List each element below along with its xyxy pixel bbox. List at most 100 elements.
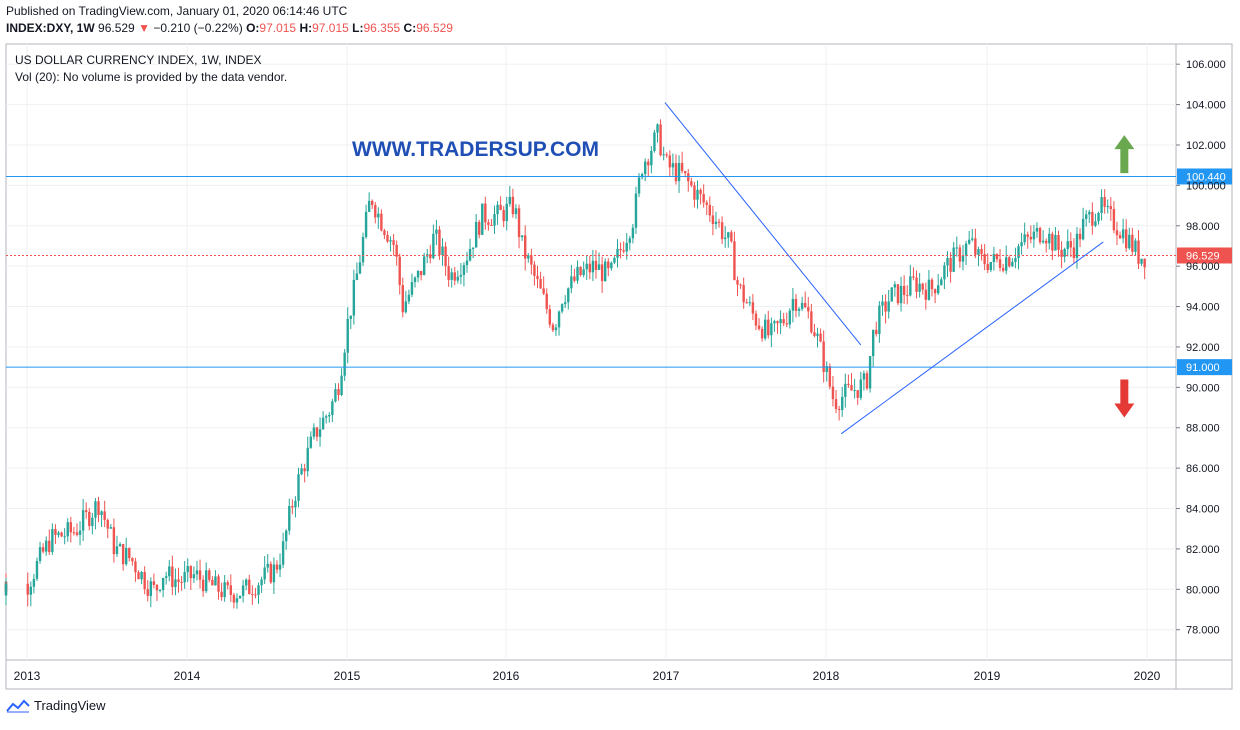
candle-body xyxy=(435,229,438,234)
candle-body xyxy=(152,581,156,585)
candle-body xyxy=(779,319,782,324)
high-value: 97.015 xyxy=(312,21,349,35)
candle-body xyxy=(1057,235,1060,250)
candle-body xyxy=(887,301,890,312)
candle-body xyxy=(1112,209,1116,231)
candle-body xyxy=(1088,211,1091,215)
published-line: Published on TradingView.com, January 01… xyxy=(6,4,348,18)
candle-body xyxy=(72,532,76,534)
y-tick-label: 88.000 xyxy=(1186,423,1220,435)
candle-body xyxy=(125,547,128,565)
legend-title: US DOLLAR CURRENCY INDEX, 1W, INDEX xyxy=(15,53,262,67)
candle-body xyxy=(471,247,475,249)
candle-body xyxy=(201,579,205,592)
candle-body xyxy=(847,383,850,386)
candle-body xyxy=(441,246,444,256)
candle-body xyxy=(659,124,662,156)
candle-body xyxy=(410,282,414,295)
candle-body xyxy=(665,154,668,156)
candle-body xyxy=(413,277,417,283)
candle-body xyxy=(637,177,641,194)
x-tick-label: 2020 xyxy=(1134,669,1161,683)
candle-body xyxy=(582,269,585,276)
candle-body xyxy=(804,302,807,308)
y-tick-label: 80.000 xyxy=(1186,584,1220,596)
candle-body xyxy=(401,285,404,313)
candle-body xyxy=(764,319,767,339)
candle-body xyxy=(180,581,183,583)
candle-body xyxy=(607,261,610,269)
candle-body xyxy=(1041,240,1045,243)
candle-body xyxy=(1078,233,1082,240)
candle-body xyxy=(103,511,106,520)
candle-body xyxy=(171,566,174,588)
candle-body xyxy=(355,273,359,280)
candle-body xyxy=(591,260,595,273)
candle-body xyxy=(334,389,337,402)
candle-body xyxy=(727,232,730,238)
candle-body xyxy=(813,332,816,336)
candle-body xyxy=(45,540,48,552)
candle-body xyxy=(514,208,518,215)
candle-body xyxy=(871,329,875,357)
candle-body xyxy=(432,233,435,259)
candle-body xyxy=(573,276,576,281)
candle-body xyxy=(217,576,220,592)
candle-body xyxy=(168,566,171,577)
candle-body xyxy=(392,240,395,245)
candle-body xyxy=(1017,246,1020,259)
candle-body xyxy=(631,227,635,239)
candle-body xyxy=(183,572,186,583)
candle-body xyxy=(862,373,866,380)
x-tick-label: 2013 xyxy=(14,669,41,683)
candle-body xyxy=(560,304,564,312)
x-tick-label: 2017 xyxy=(653,669,680,683)
candle-body xyxy=(890,287,893,302)
tradingview-logo-icon xyxy=(6,699,30,712)
candle-body xyxy=(48,540,51,553)
candle-body xyxy=(300,468,303,475)
candle-body xyxy=(238,595,242,599)
candle-body xyxy=(671,163,675,168)
candle-body xyxy=(389,240,392,242)
candle-body xyxy=(1134,240,1137,252)
candle-body xyxy=(51,529,54,553)
candle-body xyxy=(511,196,515,215)
candle-body xyxy=(924,289,928,300)
candle-body xyxy=(937,285,940,294)
candle-body xyxy=(303,468,306,472)
candle-body xyxy=(337,389,340,396)
candle-body xyxy=(791,298,795,311)
candle-body xyxy=(622,250,625,252)
footer-brand[interactable]: TradingView xyxy=(6,698,106,713)
candle-body xyxy=(865,373,869,389)
candle-body xyxy=(367,200,371,212)
y-tick-label: 104.000 xyxy=(1186,100,1226,112)
candle-body xyxy=(75,532,79,535)
down-triangle-icon: ▼ xyxy=(138,21,150,35)
candle-body xyxy=(906,294,909,296)
candle-body xyxy=(340,375,343,396)
candle-body xyxy=(128,547,131,559)
y-tick-label: 82.000 xyxy=(1186,544,1220,556)
candle-body xyxy=(912,276,915,278)
candle-body xyxy=(668,155,672,168)
candle-body xyxy=(989,262,993,271)
candle-body xyxy=(496,204,499,215)
candle-body xyxy=(634,193,638,228)
candle-body xyxy=(146,589,149,596)
candle-body xyxy=(1060,249,1063,257)
candle-body xyxy=(272,564,276,583)
candle-body xyxy=(680,162,684,172)
candle-body xyxy=(121,544,125,565)
candle-body xyxy=(223,582,226,598)
arrow-up-icon xyxy=(1114,135,1135,174)
candle-body xyxy=(100,511,103,516)
candle-body xyxy=(328,415,331,417)
candle-body xyxy=(161,577,165,590)
candle-body xyxy=(1054,235,1057,251)
candle-body xyxy=(881,301,884,306)
candle-body xyxy=(211,579,214,586)
